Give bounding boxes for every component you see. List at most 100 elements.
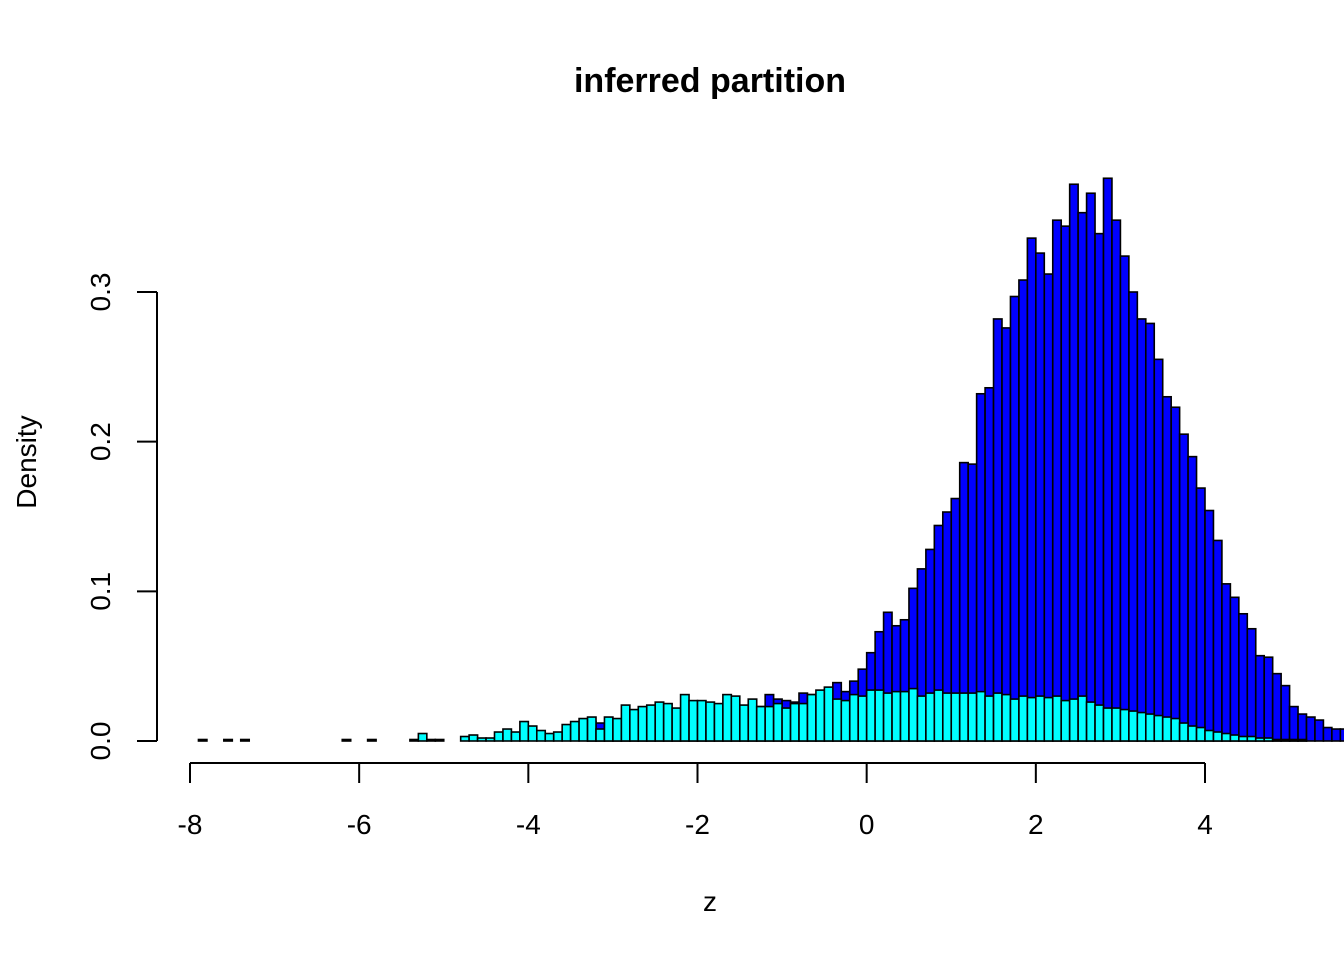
histogram-bar [1161, 395, 1172, 742]
histogram-bar [519, 720, 530, 742]
histogram-bar [1178, 722, 1189, 742]
histogram-bar [468, 734, 479, 742]
histogram-bar [586, 716, 597, 742]
histogram-bar [417, 732, 428, 742]
histogram-bar [1060, 225, 1071, 742]
histogram-bar [789, 702, 800, 742]
histogram-bar [1263, 737, 1274, 742]
histogram-bar [705, 701, 716, 742]
histogram-bar [992, 318, 1003, 742]
histogram-bar [1212, 731, 1223, 742]
histogram-bar [1178, 433, 1189, 742]
histogram-bar [1238, 612, 1249, 742]
histogram-bar [1195, 726, 1206, 742]
histogram-bar [882, 692, 893, 742]
histogram-bar [544, 732, 555, 742]
histogram-bar [434, 738, 445, 742]
histogram-bar [730, 695, 741, 742]
histogram-bar [1001, 327, 1012, 742]
histogram-bar [958, 692, 969, 742]
x-tick-label: 4 [1197, 809, 1213, 840]
histogram-bar [1119, 255, 1130, 742]
histogram-bar [713, 702, 724, 742]
histogram-bar [1009, 295, 1020, 742]
histogram-bar [239, 738, 251, 742]
histogram-bar [197, 738, 208, 742]
histogram-bar [1128, 291, 1139, 742]
histogram-bar [409, 738, 420, 742]
histogram-bar [1136, 318, 1147, 742]
x-tick-label: 0 [859, 809, 875, 840]
histogram-bar [1043, 273, 1054, 742]
histogram-bar [1077, 695, 1088, 742]
histogram-bar [1111, 219, 1122, 742]
y-tick-label: 0.2 [85, 422, 116, 461]
histogram-bar [916, 695, 927, 742]
histogram-bar [1128, 710, 1139, 742]
x-tick-label: 2 [1028, 809, 1044, 840]
histogram-bar [1221, 583, 1232, 742]
histogram-bar [865, 689, 876, 742]
histogram-bar [1271, 738, 1282, 742]
histogram-bar [772, 702, 783, 742]
histogram-bar [1322, 726, 1333, 742]
histogram-bar [1026, 237, 1037, 742]
histogram-bar [620, 704, 631, 742]
histogram-bar [1339, 728, 1344, 742]
histogram-bar [1043, 696, 1054, 742]
histogram-bar [764, 705, 775, 742]
x-tick-label: -4 [516, 809, 541, 840]
histogram-bar [1136, 711, 1147, 742]
histogram-bar [1026, 696, 1037, 742]
y-axis-label: Density [11, 415, 42, 508]
histogram-bar [535, 729, 547, 742]
histogram-bar [1297, 738, 1308, 742]
histogram-bar [629, 708, 640, 742]
histogram-bar [1035, 695, 1046, 742]
histogram-bar [1246, 735, 1257, 742]
histogram-bar [1035, 252, 1046, 742]
x-tick-label: -8 [178, 809, 203, 840]
x-tick-label: -6 [347, 809, 372, 840]
histogram-bar [1263, 656, 1274, 742]
histogram-bar [341, 738, 352, 742]
histogram-bar [366, 738, 377, 742]
histogram-bar [1068, 698, 1079, 742]
histogram-bar [1187, 725, 1198, 742]
histogram-bar [1204, 509, 1215, 742]
histogram-bar [1280, 684, 1291, 742]
histogram-bar [975, 690, 986, 742]
histogram-bar [1170, 717, 1181, 742]
histogram-bar [1288, 738, 1299, 742]
histogram-bar [1195, 487, 1206, 742]
histogram-bar [1305, 716, 1316, 742]
histogram-bar [941, 692, 953, 742]
histogram-bar [1280, 738, 1291, 742]
histogram-bar [476, 737, 487, 742]
histogram-bar [891, 690, 902, 742]
histogram-bar [755, 705, 766, 742]
histogram-bar [493, 731, 504, 742]
histogram-bar [426, 738, 437, 742]
histogram-bar [1094, 704, 1105, 742]
histogram-bar [569, 720, 580, 742]
histogram-bar [1254, 737, 1266, 742]
histogram-bar [671, 707, 682, 742]
histogram-bar [595, 728, 606, 742]
histogram-bar [1246, 627, 1257, 742]
histogram-bar [1254, 654, 1266, 742]
histogram-bar [1297, 713, 1308, 742]
histogram-bar [848, 693, 860, 742]
histogram-bar [1001, 693, 1012, 742]
histogram-bar [1187, 455, 1198, 742]
series-blue-bars [197, 177, 1344, 742]
histogram-bar [603, 716, 614, 742]
histogram-bar [840, 699, 851, 742]
histogram-bar [1271, 672, 1282, 742]
histogram-bar [925, 692, 936, 742]
histogram-bar [1085, 701, 1096, 742]
histogram-bar [1102, 177, 1113, 742]
histogram-bar [1212, 539, 1223, 742]
histogram-bar [874, 689, 885, 742]
histogram-bar [561, 723, 572, 742]
